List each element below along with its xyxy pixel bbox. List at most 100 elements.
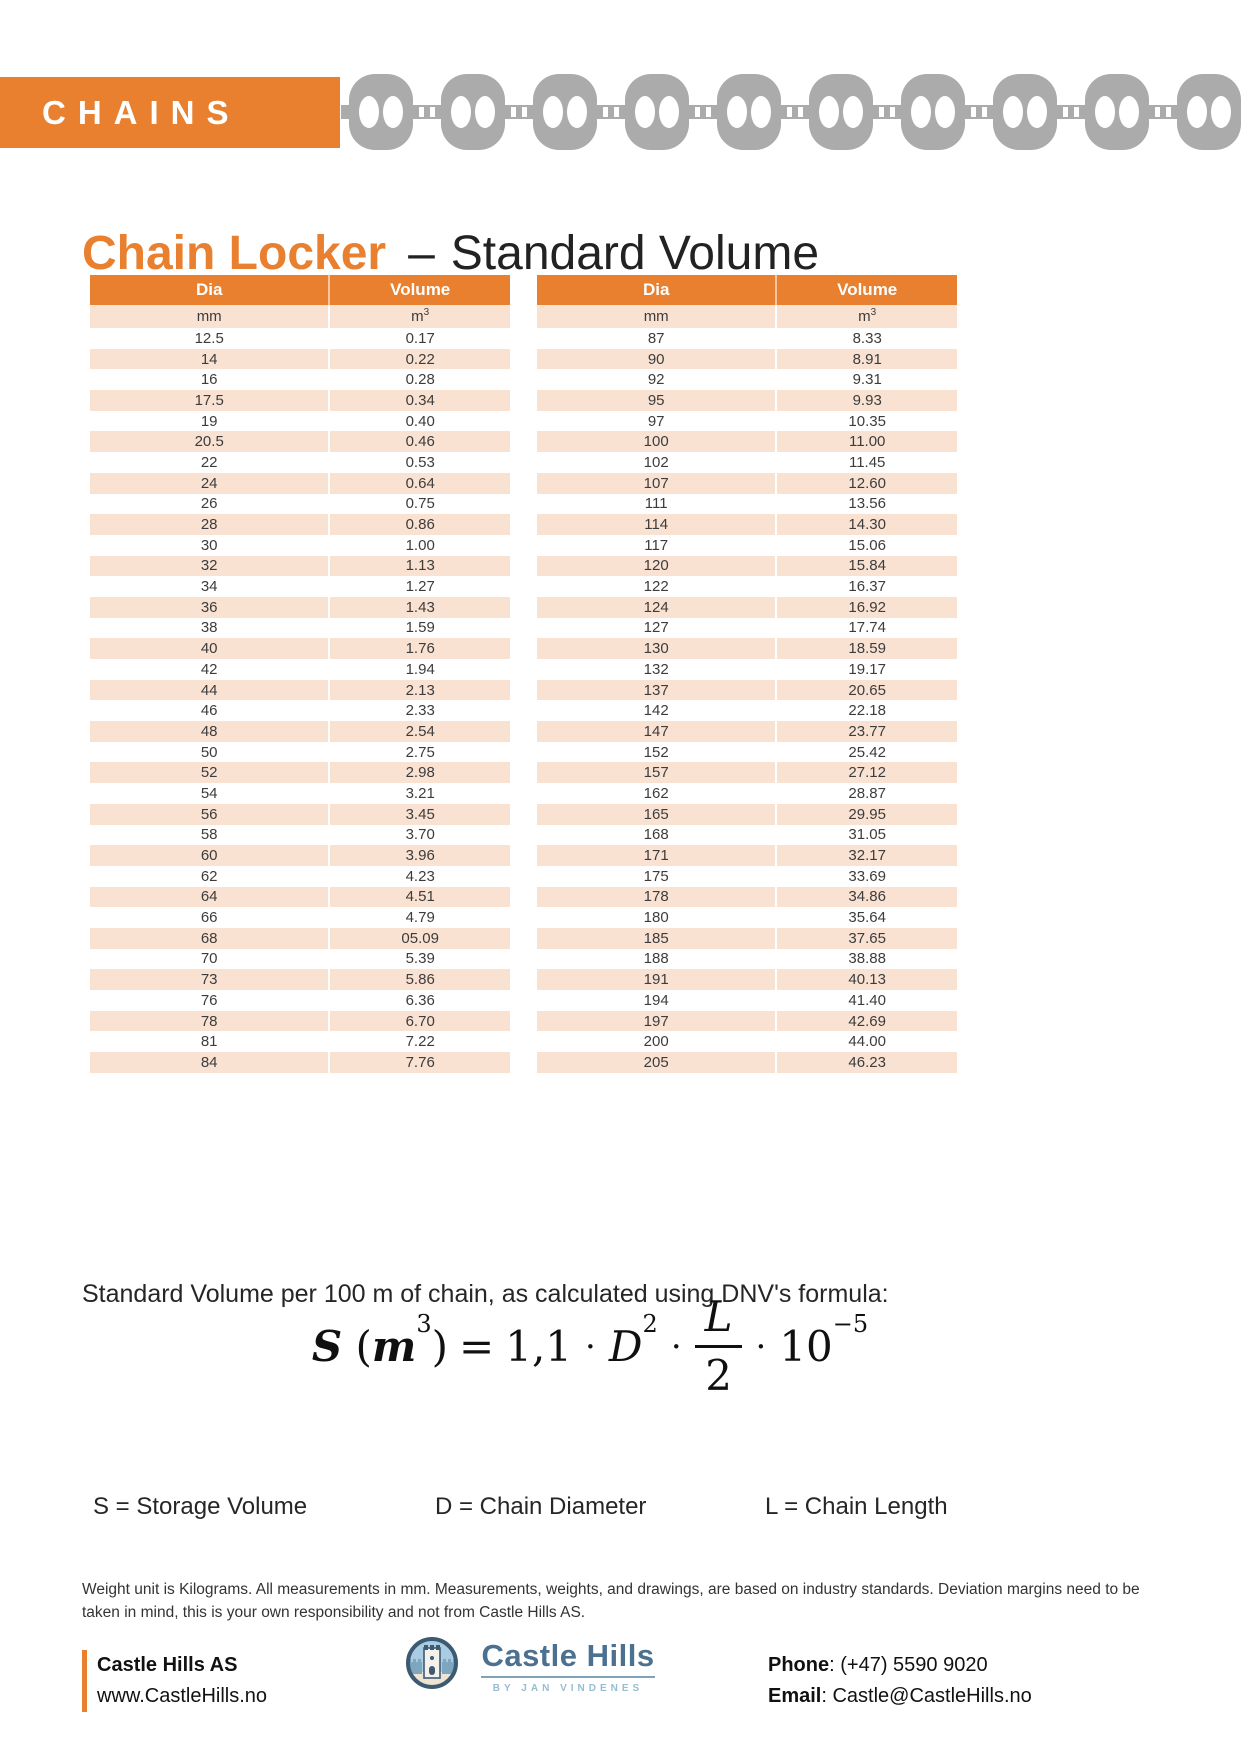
- table-row: 26 0.75: [90, 493, 510, 515]
- volume-cell: 8.33: [775, 328, 957, 349]
- dia-unit: mm: [537, 305, 777, 328]
- email-line: Email: Castle@CastleHills.no: [768, 1685, 1032, 1707]
- table-row: 40 1.76: [90, 638, 510, 659]
- volume-cell: 19.17: [775, 659, 957, 680]
- table-row: 185 37.65: [537, 927, 957, 949]
- chain-locker-table-left: Dia Volume mm m3 12.5 0.17 14 0.22 16 0.28 17.…: [90, 275, 510, 1073]
- volume-cell: 37.65: [775, 927, 957, 949]
- volume-cell: 2.54: [328, 721, 510, 742]
- volume-cell: 6.70: [328, 1010, 510, 1032]
- footer-contact-block: Phone: (+47) 5590 9020 Email: Castle@Cas…: [768, 1650, 1032, 1712]
- volume-cell: 1.27: [328, 576, 510, 597]
- dia-cell: 95: [537, 390, 777, 411]
- table-row: 124 16.92: [537, 596, 957, 618]
- dia-cell: 147: [537, 721, 777, 742]
- dia-cell: 68: [90, 927, 330, 949]
- volume-cell: 41.40: [775, 990, 957, 1011]
- table-row: 168 31.05: [537, 824, 957, 846]
- volume-cell: 11.45: [775, 452, 957, 473]
- table-row: 28 0.86: [90, 514, 510, 535]
- dia-cell: 32: [90, 555, 330, 577]
- table-row: 107 12.60: [537, 472, 957, 494]
- volume-cell: 0.46: [328, 431, 510, 453]
- volume-cell: 20.65: [775, 679, 957, 701]
- volume-cell: 1.43: [328, 596, 510, 618]
- volume-cell: 2.33: [328, 700, 510, 722]
- dia-cell: 122: [643, 578, 669, 596]
- table-row: 70 5.39: [90, 948, 510, 970]
- volume-cell: 1.00: [328, 534, 510, 556]
- table-row: 120 15.84: [537, 555, 957, 577]
- volume-cell: 0.40: [328, 410, 510, 432]
- table-row: 17.5 0.34: [90, 390, 510, 411]
- volume-cell: 8.91: [775, 348, 957, 370]
- email-link[interactable]: Castle@CastleHills.no: [832, 1685, 1032, 1707]
- volume-cell: 1.76: [328, 638, 510, 659]
- volume-cell: 7.76: [328, 1052, 510, 1073]
- table-row: 90 8.91: [537, 348, 957, 370]
- volume-cell: 44.00: [775, 1031, 957, 1053]
- volume-cell: 31.05: [775, 824, 957, 846]
- table-row: 66 4.79: [90, 907, 510, 928]
- volume-cell: 0.64: [328, 472, 510, 494]
- volume-cell: 6.36: [328, 990, 510, 1011]
- table-row: 132 19.17: [537, 659, 957, 680]
- chain-links-graphic: [341, 74, 1241, 150]
- dia-cell: 168: [643, 826, 669, 844]
- table-row: 50 2.75: [90, 741, 510, 763]
- dia-column-header: Dia: [90, 275, 330, 305]
- page-title-rest: Standard Volume: [450, 227, 820, 281]
- dia-cell: 30: [200, 536, 218, 554]
- page-title: Chain Locker – Standard Volume: [82, 227, 820, 281]
- dia-cell: 50: [200, 743, 218, 761]
- volume-cell: 25.42: [775, 741, 957, 763]
- legend-chain-length: L = Chain Length: [765, 1493, 948, 1520]
- dia-cell: 26: [200, 495, 218, 513]
- volume-cell: 5.39: [328, 948, 510, 970]
- volume-cell: 11.00: [775, 431, 957, 453]
- volume-cell: 7.22: [328, 1031, 510, 1053]
- dia-cell: 124: [537, 596, 777, 618]
- table-units-row: mm m3: [537, 305, 957, 328]
- volume-cell: 4.23: [328, 865, 510, 887]
- volume-column-header: Volume: [328, 275, 510, 305]
- dia-cell: 22: [200, 453, 218, 471]
- table-row: 197 42.69: [537, 1010, 957, 1032]
- formula-dot: ·: [755, 1326, 767, 1367]
- dia-cell: 127: [643, 619, 669, 637]
- table-row: 130 18.59: [537, 638, 957, 659]
- table-row: 127 17.74: [537, 617, 957, 639]
- table-units-row: mm m3: [90, 305, 510, 328]
- table-row: 97 10.35: [537, 410, 957, 432]
- table-row: 68 05.09: [90, 927, 510, 949]
- volume-cell: 22.18: [775, 700, 957, 722]
- dia-cell: 64: [90, 886, 330, 908]
- volume-cell: 0.53: [328, 452, 510, 473]
- dia-cell: 20.5: [90, 431, 330, 453]
- volume-cell: 1.94: [328, 659, 510, 680]
- volume-cell: 40.13: [775, 969, 957, 990]
- volume-cell: 1.13: [328, 555, 510, 577]
- table-row: 42 1.94: [90, 659, 510, 680]
- dia-cell: 76: [200, 991, 218, 1009]
- volume-cell: 28.87: [775, 783, 957, 804]
- table-row: 92 9.31: [537, 369, 957, 391]
- formula-equals: =: [459, 1321, 495, 1371]
- volume-cell: 3.21: [328, 783, 510, 804]
- dia-cell: 66: [200, 909, 218, 927]
- formula-dot: ·: [585, 1326, 596, 1367]
- volume-cell: 0.28: [328, 369, 510, 391]
- volume-cell: 10.35: [775, 410, 957, 432]
- volume-cell: 5.86: [328, 969, 510, 990]
- dia-cell: 48: [90, 721, 330, 742]
- volume-cell: 15.06: [775, 534, 957, 556]
- company-website-link[interactable]: www.CastleHills.no: [97, 1685, 268, 1707]
- dia-cell: 171: [537, 845, 777, 866]
- dia-cell: 162: [643, 784, 669, 802]
- dia-cell: 111: [644, 495, 668, 513]
- volume-column-header: Volume: [775, 275, 957, 305]
- dia-column-header: Dia: [537, 275, 777, 305]
- volume-cell: 05.09: [328, 927, 510, 949]
- table-row: 58 3.70: [90, 824, 510, 846]
